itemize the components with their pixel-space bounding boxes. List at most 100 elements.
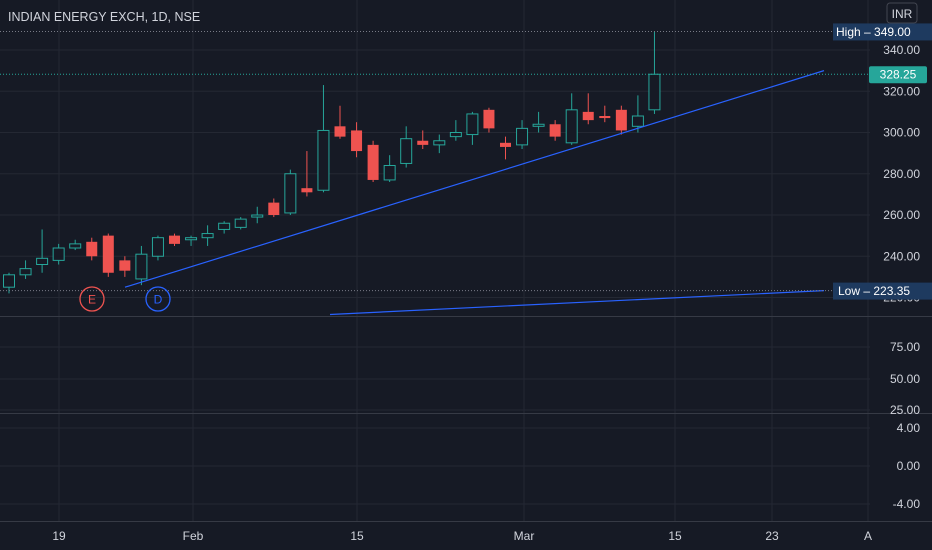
candle[interactable] — [383, 155, 396, 182]
candle-body-up[interactable] — [400, 138, 413, 164]
candle-body-up[interactable] — [52, 247, 65, 261]
candle[interactable] — [483, 107, 495, 133]
candle-body-down[interactable] — [334, 126, 346, 137]
candle[interactable] — [268, 198, 280, 218]
candle[interactable] — [334, 105, 346, 139]
candle[interactable] — [284, 169, 297, 215]
candle-body-down[interactable] — [351, 130, 363, 152]
x-tick-label: 19 — [52, 529, 66, 543]
candle[interactable] — [185, 235, 198, 246]
candle-body-up[interactable] — [151, 237, 164, 257]
candle[interactable] — [351, 122, 363, 158]
candle-body-down[interactable] — [268, 202, 280, 215]
candle[interactable] — [400, 126, 413, 168]
candle-body-up[interactable] — [648, 73, 661, 111]
candle-body-down[interactable] — [119, 260, 131, 271]
candle-body-up[interactable] — [532, 123, 545, 127]
low-tag-label: Low – 223.35 — [838, 284, 910, 298]
trendline-upper[interactable] — [124, 70, 825, 288]
candle[interactable] — [433, 134, 446, 154]
candle-body-up[interactable] — [516, 127, 529, 146]
last-price-tag: 328.25 — [869, 66, 927, 84]
candle-body-up[interactable] — [251, 214, 264, 218]
candle-body-up[interactable] — [449, 132, 462, 138]
x-tick-label: Mar — [514, 529, 535, 543]
candle[interactable] — [466, 111, 479, 145]
candle-body-down[interactable] — [86, 241, 98, 257]
candle[interactable] — [135, 245, 148, 286]
candle-body-down[interactable] — [615, 109, 627, 131]
candle[interactable] — [201, 225, 214, 246]
candle[interactable] — [615, 105, 627, 135]
candle-body-down[interactable] — [549, 124, 561, 137]
candle-body-up[interactable] — [433, 140, 446, 146]
candle[interactable] — [565, 93, 578, 145]
candle[interactable] — [69, 239, 82, 251]
candle-body-up[interactable] — [36, 257, 49, 265]
candle[interactable] — [218, 221, 231, 234]
candle[interactable] — [449, 120, 462, 141]
candle[interactable] — [631, 95, 644, 133]
candle-body-up[interactable] — [201, 233, 214, 239]
currency-badge-box[interactable] — [886, 2, 918, 24]
candle-body-up[interactable] — [135, 253, 148, 280]
candle[interactable] — [367, 140, 379, 182]
candle-body-up[interactable] — [69, 243, 82, 249]
candle-body-down[interactable] — [417, 140, 429, 145]
axis-layer: 340.00320.00300.00280.00260.00240.00220.… — [52, 2, 932, 543]
candle-body-up[interactable] — [317, 129, 330, 191]
currency-badge[interactable]: INR — [886, 2, 918, 24]
candle-body-down[interactable] — [483, 109, 495, 129]
candle[interactable] — [19, 260, 32, 279]
event-marker-circle[interactable] — [145, 286, 171, 312]
candle[interactable] — [301, 151, 313, 197]
candle-layer[interactable] — [3, 31, 661, 294]
candle-body-down[interactable] — [102, 235, 114, 273]
price-tick-label: 300.00 — [883, 126, 920, 140]
candle[interactable] — [3, 272, 15, 294]
candle-body-down[interactable] — [599, 116, 611, 119]
candle[interactable] — [317, 85, 330, 193]
candle[interactable] — [516, 120, 529, 149]
candle-body-up[interactable] — [218, 222, 231, 230]
candle-body-up[interactable] — [185, 237, 198, 241]
candle[interactable] — [36, 229, 49, 273]
price-tick-label: 280.00 — [883, 167, 920, 181]
candle[interactable] — [500, 136, 511, 160]
candle-body-down[interactable] — [500, 142, 511, 147]
candle-body-down[interactable] — [367, 144, 379, 180]
event-marker-d[interactable]: D — [145, 286, 171, 312]
candle[interactable] — [549, 120, 561, 141]
candle-body-down[interactable] — [301, 188, 313, 193]
candle-body-up[interactable] — [631, 115, 644, 127]
candle[interactable] — [417, 130, 429, 149]
candle[interactable] — [532, 111, 545, 133]
candle[interactable] — [52, 243, 65, 265]
candle-body-up[interactable] — [234, 218, 247, 228]
candle-body-up[interactable] — [284, 173, 297, 214]
middle-pane-tick-label: 25.00 — [890, 403, 920, 417]
candle[interactable] — [86, 237, 98, 261]
candle[interactable] — [151, 235, 164, 261]
trendline-lower[interactable] — [329, 289, 825, 316]
event-marker-e[interactable]: E — [79, 286, 105, 312]
high-tag: High – 349.00 — [833, 23, 932, 41]
candle-body-up[interactable] — [383, 165, 396, 181]
candle[interactable] — [234, 217, 247, 230]
candle[interactable] — [119, 256, 131, 277]
candle[interactable] — [169, 233, 180, 246]
candle-body-up[interactable] — [466, 113, 479, 136]
candle-body-up[interactable] — [19, 268, 32, 276]
candle[interactable] — [251, 206, 264, 224]
candle-body-down[interactable] — [582, 111, 594, 121]
candle[interactable] — [599, 105, 611, 123]
candle-body-up[interactable] — [3, 274, 15, 288]
candle-body-down[interactable] — [169, 235, 180, 244]
event-marker-circle[interactable] — [79, 286, 105, 312]
candle[interactable] — [102, 233, 114, 277]
candle[interactable] — [582, 93, 594, 125]
candle-body-up[interactable] — [565, 109, 578, 144]
